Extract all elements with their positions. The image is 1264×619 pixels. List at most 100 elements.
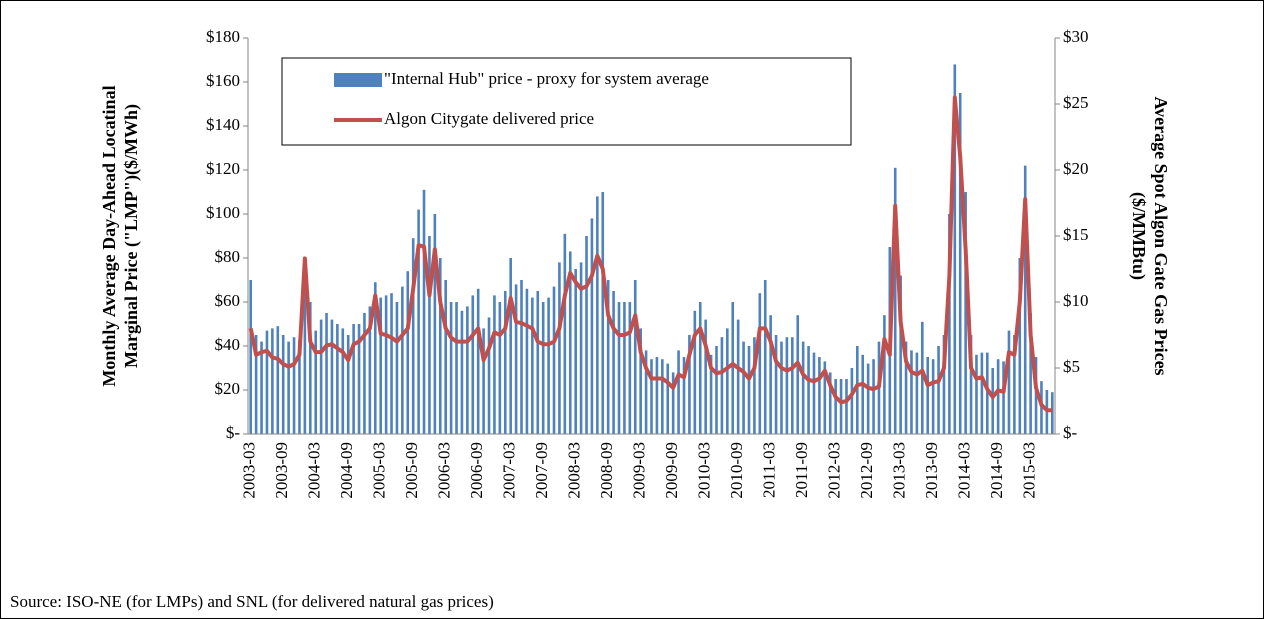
bar bbox=[471, 295, 475, 434]
x-tick-label: 2012-09 bbox=[857, 442, 876, 499]
bar bbox=[325, 313, 328, 434]
bar bbox=[368, 306, 372, 434]
legend: "Internal Hub" price - proxy for system … bbox=[281, 57, 852, 146]
bar bbox=[763, 280, 767, 434]
bar bbox=[455, 302, 458, 434]
bar bbox=[677, 350, 680, 434]
x-tick-label: 2005-03 bbox=[370, 442, 389, 499]
x-tick-label: 2003-09 bbox=[272, 442, 291, 499]
bar bbox=[590, 218, 594, 434]
bar bbox=[969, 335, 973, 434]
bar bbox=[536, 291, 540, 434]
x-tick-label: 2006-09 bbox=[467, 442, 486, 499]
bar bbox=[606, 280, 610, 434]
y-tick-label: $180 bbox=[206, 27, 240, 46]
bar bbox=[866, 363, 870, 434]
x-tick-label: 2007-03 bbox=[500, 442, 519, 499]
bar bbox=[856, 346, 859, 434]
bar bbox=[780, 341, 783, 434]
bar bbox=[893, 167, 897, 435]
bar bbox=[579, 262, 583, 434]
bar bbox=[276, 326, 280, 434]
bar bbox=[336, 324, 339, 434]
bar bbox=[525, 288, 529, 434]
y-axis-title-line: Monthly Average Day-Ahead Locatinal bbox=[99, 85, 119, 386]
bar bbox=[287, 341, 290, 434]
bar bbox=[709, 354, 713, 434]
x-tick-label: 2009-09 bbox=[662, 442, 681, 499]
bar bbox=[801, 341, 805, 434]
y2-tick-label: $15 bbox=[1063, 225, 1089, 244]
bar bbox=[736, 319, 740, 434]
bar bbox=[314, 330, 318, 434]
bar bbox=[682, 357, 686, 434]
bar bbox=[596, 196, 599, 434]
bar bbox=[428, 236, 431, 434]
bar bbox=[308, 302, 312, 434]
bar bbox=[828, 372, 832, 434]
y-axis-title: Monthly Average Day-Ahead Locatinal Marg… bbox=[99, 85, 142, 386]
bar bbox=[688, 335, 691, 434]
bar bbox=[401, 286, 404, 434]
bar bbox=[341, 328, 345, 434]
bar bbox=[249, 280, 253, 434]
bar bbox=[883, 315, 886, 434]
y2-tick-label: $25 bbox=[1063, 93, 1089, 112]
bar bbox=[547, 297, 550, 434]
y2-tick-label: $30 bbox=[1063, 27, 1089, 46]
bar bbox=[639, 328, 642, 434]
bar bbox=[395, 302, 399, 434]
bar bbox=[1018, 258, 1022, 434]
bar bbox=[937, 346, 940, 434]
bar bbox=[633, 280, 637, 434]
bar bbox=[812, 352, 816, 434]
bar bbox=[260, 341, 263, 434]
bar bbox=[823, 361, 827, 434]
x-tick-label: 2008-03 bbox=[565, 442, 584, 499]
bar bbox=[958, 93, 962, 434]
y2-axis-title: Average Spot Algon Gate Gas Prices ($/MM… bbox=[1128, 96, 1171, 375]
bar bbox=[715, 346, 718, 434]
bar bbox=[303, 258, 307, 434]
bar bbox=[785, 337, 789, 434]
bar bbox=[612, 291, 615, 434]
bar bbox=[926, 357, 930, 434]
bar bbox=[1002, 361, 1005, 434]
line bbox=[248, 95, 1053, 413]
bar bbox=[850, 368, 854, 434]
bar bbox=[444, 280, 447, 434]
bar bbox=[1034, 357, 1038, 434]
x-tick-label: 2013-09 bbox=[922, 442, 941, 499]
bar bbox=[807, 346, 810, 434]
bar bbox=[460, 310, 464, 434]
bar bbox=[292, 337, 296, 434]
bar bbox=[493, 295, 496, 434]
x-tick-label: 2007-09 bbox=[532, 442, 551, 499]
bar bbox=[585, 236, 588, 434]
bar bbox=[747, 346, 751, 434]
bar bbox=[904, 341, 908, 434]
bar bbox=[406, 271, 410, 434]
y2-tick-label: $5 bbox=[1063, 357, 1080, 376]
bar bbox=[574, 269, 577, 434]
bar bbox=[758, 293, 762, 434]
bar bbox=[417, 209, 420, 434]
bar bbox=[726, 328, 729, 434]
bar bbox=[438, 258, 442, 434]
bar bbox=[498, 302, 502, 434]
y-tick-label: $100 bbox=[206, 203, 240, 222]
x-tick-label: 2010-09 bbox=[727, 442, 746, 499]
bar bbox=[503, 291, 507, 434]
legend-box bbox=[281, 57, 852, 146]
bar bbox=[476, 288, 480, 434]
x-tick-label: 2014-09 bbox=[987, 442, 1006, 499]
bar bbox=[991, 368, 995, 434]
y-tick-label: $- bbox=[226, 423, 241, 442]
bar bbox=[644, 350, 648, 434]
bar bbox=[487, 317, 491, 434]
bar bbox=[520, 280, 523, 434]
bar bbox=[671, 372, 675, 434]
bar bbox=[617, 302, 621, 434]
bar bbox=[948, 214, 951, 434]
x-tick-label: 2010-03 bbox=[695, 442, 714, 499]
